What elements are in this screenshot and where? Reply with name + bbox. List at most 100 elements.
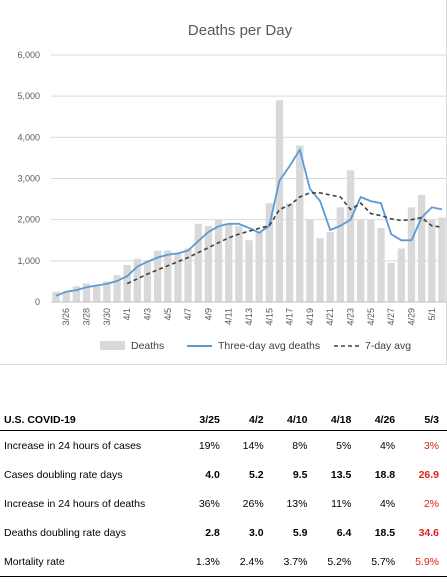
row-value: 6.4 (336, 526, 352, 539)
table-row: Cases doubling rate days 4.0 5.2 9.5 13.5 18.… (0, 460, 447, 489)
bar (194, 223, 202, 302)
x-tick-label: 4/21 (325, 308, 335, 326)
row-value: 8% (292, 439, 308, 452)
table-header-date: 3/25 (184, 410, 228, 431)
x-tick-label: 4/15 (264, 308, 274, 326)
deaths-per-day-chart: Deaths per Day 0 1,000 2,000 3,000 4,000 5,000… (17, 22, 447, 352)
x-tick-label: 4/9 (203, 308, 213, 321)
bar (336, 207, 345, 302)
table-row: Deaths doubling rate days 2.8 3.0 5.9 6.4 18.… (0, 518, 447, 547)
row-value: 14% (242, 439, 264, 452)
bar (123, 264, 131, 302)
bar (407, 207, 416, 302)
row-value: 9.5 (292, 468, 308, 481)
bar (225, 223, 233, 302)
table-header-date: 4/18 (315, 410, 360, 431)
bar (153, 250, 162, 302)
bar (387, 262, 395, 302)
x-tick-label: 4/23 (346, 308, 356, 326)
covid-stats-table: U.S. COVID-19 3/25 4/2 4/10 4/18 4/26 5/3 Incre… (0, 410, 447, 577)
legend-label-three-day: Three-day avg deaths (218, 340, 320, 352)
row-value: 5% (336, 439, 352, 452)
row-value: 5.2 (249, 468, 264, 481)
row-value: 3.7% (271, 547, 316, 577)
row-value: 1.3% (184, 547, 228, 577)
bar (377, 227, 385, 302)
legend-label-deaths: Deaths (131, 340, 164, 352)
x-tick-label: 4/27 (386, 308, 396, 326)
row-value: 11% (331, 497, 352, 510)
x-tick-label: 4/19 (305, 308, 315, 326)
row-value: 5.9% (403, 547, 447, 577)
chart-container: Deaths per Day 0 1,000 2,000 3,000 4,000 5,000… (0, 0, 447, 365)
row-label: Cases doubling rate days (4, 468, 123, 481)
bar (82, 283, 91, 302)
bar (93, 286, 101, 302)
row-value: 36% (198, 497, 220, 510)
x-tick-label: 3/30 (102, 308, 112, 326)
table-header-date: 4/10 (271, 410, 316, 431)
bar (214, 219, 223, 302)
y-tick-label: 1,000 (17, 256, 40, 266)
table-header-date: 4/2 (227, 410, 272, 431)
row-label: Deaths doubling rate days (4, 526, 126, 539)
bar (367, 219, 375, 302)
x-tick-label: 5/1 (427, 308, 437, 321)
chart-title: Deaths per Day (188, 22, 293, 39)
row-value: 4% (379, 497, 396, 510)
row-value: 2.4% (227, 547, 272, 577)
table-header-row: U.S. COVID-19 3/25 4/2 4/10 4/18 4/26 5/3 (0, 410, 447, 431)
x-tick-label: 4/3 (142, 308, 152, 321)
bar (184, 248, 192, 302)
x-tick-label: 4/5 (163, 308, 173, 321)
legend-swatch-deaths (100, 341, 125, 350)
bar (62, 291, 70, 302)
row-value: 5.9 (292, 526, 308, 539)
bar (164, 250, 172, 302)
bar (235, 225, 243, 302)
x-tick-label: 4/29 (406, 308, 416, 326)
row-value: 13% (286, 497, 308, 510)
bar (306, 219, 314, 302)
seven-day-avg-line (126, 192, 443, 285)
bar (346, 170, 355, 302)
x-tick-label: 4/7 (183, 308, 193, 321)
row-value: 5.2% (315, 547, 360, 577)
x-tick-label: 3/28 (82, 308, 92, 326)
x-tick-label: 4/11 (224, 308, 234, 325)
row-value: 26.9 (418, 468, 439, 481)
bar (133, 258, 141, 302)
bar (438, 217, 446, 302)
table-header-label: U.S. COVID-19 (0, 410, 184, 431)
row-label: Increase in 24 hours of deaths (4, 497, 146, 510)
row-value: 26% (242, 497, 264, 510)
bar (265, 203, 273, 302)
row-value: 3.0 (249, 526, 264, 539)
row-value: 3% (423, 439, 439, 452)
bar (296, 145, 304, 302)
bar (428, 219, 436, 302)
row-value: 34.6 (418, 526, 439, 539)
table-row: Mortality rate 1.3% 2.4% 3.7% 5.2% 5.7% 5.9% (0, 547, 447, 577)
row-value: 18.8 (374, 468, 396, 481)
row-value: 5.7% (359, 547, 404, 577)
bar (397, 248, 405, 302)
bar (255, 232, 263, 302)
bar (174, 252, 182, 302)
y-tick-label: 3,000 (17, 174, 40, 184)
row-label: Increase in 24 hours of cases (4, 439, 142, 452)
row-label: Mortality rate (0, 547, 184, 577)
legend-label-seven-day: 7-day avg (365, 340, 411, 352)
y-tick-label: 0 (35, 297, 40, 307)
row-value: 4% (379, 439, 396, 452)
x-tick-label: 4/25 (366, 308, 376, 326)
bar (285, 203, 294, 302)
x-tick-label: 4/17 (285, 308, 295, 326)
bar (326, 232, 334, 302)
bar (275, 100, 284, 303)
row-value: 19% (198, 439, 220, 452)
row-value: 2% (423, 497, 439, 510)
row-value: 13.5 (330, 468, 352, 481)
row-value: 2.8 (205, 526, 220, 539)
table-header-date: 5/3 (403, 410, 447, 431)
